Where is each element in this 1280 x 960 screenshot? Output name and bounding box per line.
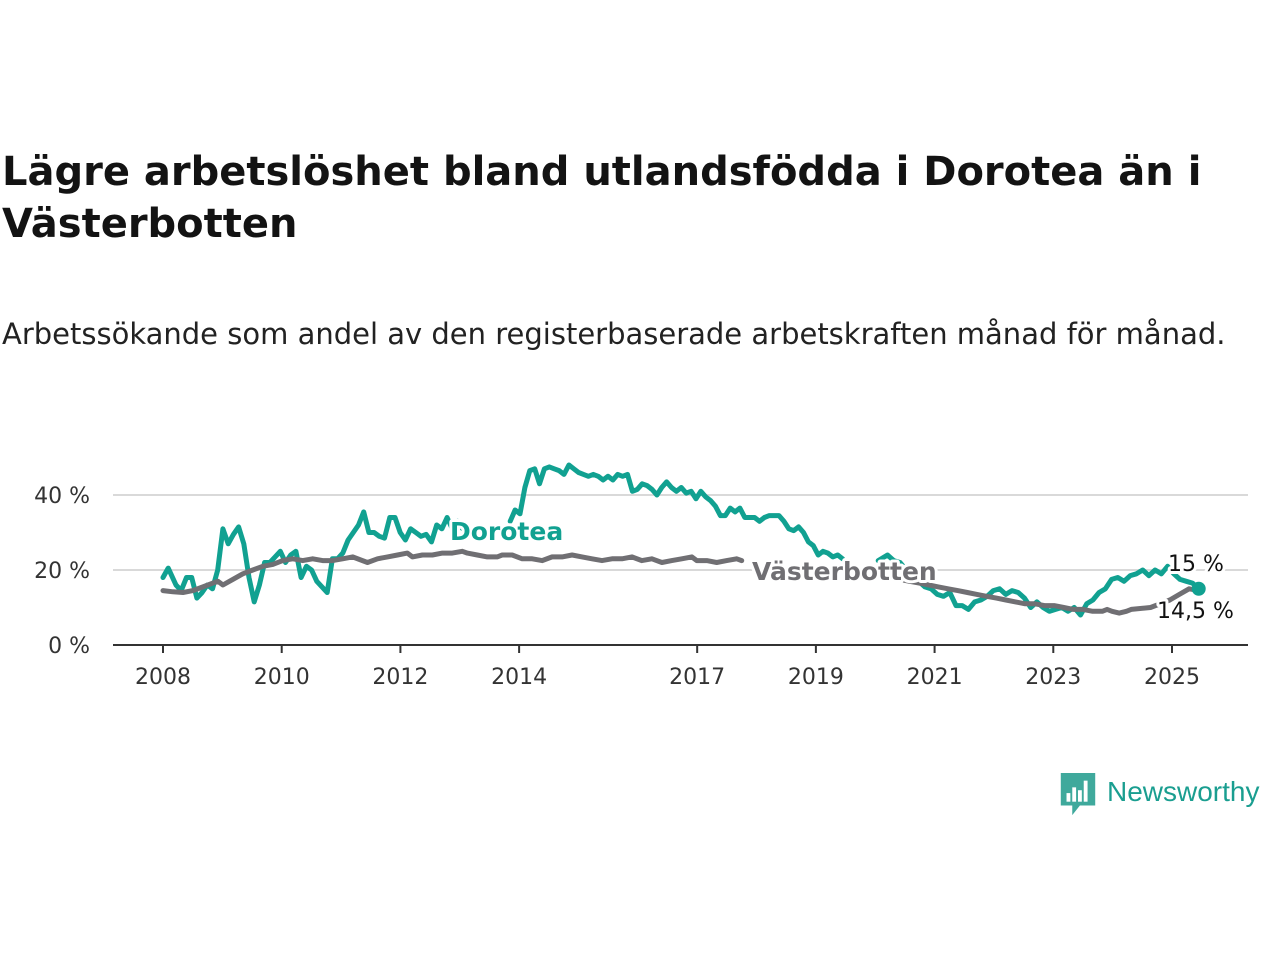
x-tick-label: 2017 <box>669 665 725 690</box>
y-tick-label: 20 % <box>34 559 90 584</box>
line-chart: 0 % 20 % 40 % 2008 2010 2012 2014 2017 2019 2021 2… <box>34 462 1248 690</box>
chart-subtitle: Arbetssökande som andel av den registerb… <box>2 317 1226 351</box>
axes <box>113 644 1248 653</box>
brand-name: Newsworthy <box>1107 776 1260 807</box>
x-tick-label: 2025 <box>1144 665 1200 690</box>
series-lines <box>160 462 1206 618</box>
x-tick-label: 2021 <box>907 665 963 690</box>
end-marker-dorotea <box>1191 581 1206 596</box>
x-tick-label: 2019 <box>788 665 844 690</box>
y-tick-label: 0 % <box>48 634 90 659</box>
chart-title: Lägre arbetslöshet bland utlandsfödda i … <box>2 149 1202 247</box>
end-value-label-vasterbotten: 14,5 % <box>1157 599 1234 624</box>
x-tick-label: 2014 <box>491 665 547 690</box>
end-value-label-dorotea: 15 % <box>1168 552 1224 577</box>
series-line-dorotea <box>160 509 466 605</box>
series-label-vasterbotten: Västerbotten <box>752 557 937 586</box>
series-label-dorotea: Dorotea <box>450 517 563 546</box>
chart-labels: 0 % 20 % 40 % 2008 2010 2012 2014 2017 2019 2021 2… <box>34 484 1237 690</box>
newsworthy-logo-icon <box>1060 773 1096 816</box>
x-tick-label: 2010 <box>254 665 310 690</box>
series-line-vasterbotten <box>875 571 1202 616</box>
y-tick-label: 40 % <box>34 484 90 509</box>
x-tick-label: 2023 <box>1025 665 1081 690</box>
series-line-dorotea <box>507 462 846 562</box>
x-tick-label: 2008 <box>135 665 191 690</box>
x-tick-label: 2012 <box>372 665 428 690</box>
series-line-vasterbotten <box>160 548 745 595</box>
